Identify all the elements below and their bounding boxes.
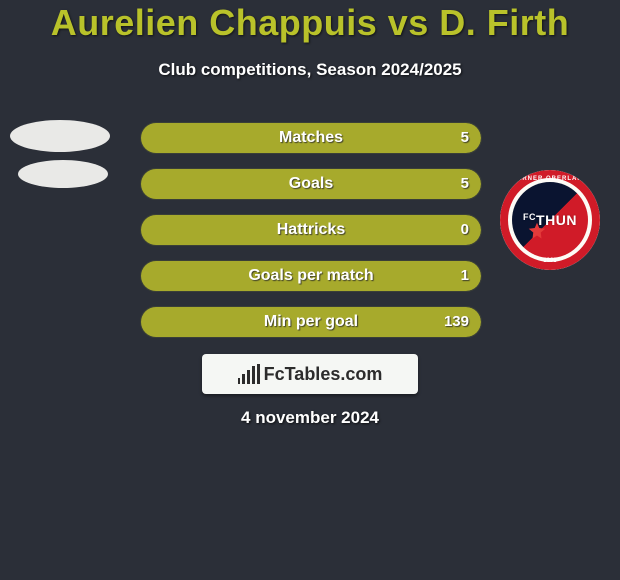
placeholder-shape	[18, 160, 108, 188]
stat-label: Matches	[141, 123, 481, 153]
player-left-avatar	[10, 120, 110, 220]
stat-label: Goals	[141, 169, 481, 199]
date-line: 4 november 2024	[0, 408, 620, 428]
stat-value-right: 1	[461, 261, 469, 291]
badge-ring-text: BERNER OBERLAND	[500, 176, 600, 182]
club-badge: BERNER OBERLAND FCTHUN 1898	[500, 170, 600, 270]
stat-value-right: 5	[461, 123, 469, 153]
stat-row: Goals5	[140, 168, 482, 200]
player-right-club-badge: BERNER OBERLAND FCTHUN 1898	[500, 170, 600, 270]
star-icon	[528, 222, 546, 240]
source-logo-text: FcTables.com	[264, 364, 383, 385]
stat-value-right: 0	[461, 215, 469, 245]
stat-value-right: 139	[444, 307, 469, 337]
stat-rows: Matches5Goals5Hattricks0Goals per match1…	[140, 122, 482, 352]
stat-row: Hattricks0	[140, 214, 482, 246]
comparison-card: Aurelien Chappuis vs D. Firth Club compe…	[0, 0, 620, 580]
stat-label: Goals per match	[141, 261, 481, 291]
stat-row: Min per goal139	[140, 306, 482, 338]
badge-year: 1898	[500, 258, 600, 264]
stat-label: Hattricks	[141, 215, 481, 245]
stat-value-right: 5	[461, 169, 469, 199]
subtitle: Club competitions, Season 2024/2025	[0, 60, 620, 80]
page-title: Aurelien Chappuis vs D. Firth	[0, 2, 620, 44]
bars-icon	[238, 364, 260, 384]
badge-prefix: FC	[523, 212, 536, 222]
source-logo[interactable]: FcTables.com	[202, 354, 418, 394]
placeholder-shape	[10, 120, 110, 152]
stat-row: Matches5	[140, 122, 482, 154]
stat-row: Goals per match1	[140, 260, 482, 292]
stat-label: Min per goal	[141, 307, 481, 337]
